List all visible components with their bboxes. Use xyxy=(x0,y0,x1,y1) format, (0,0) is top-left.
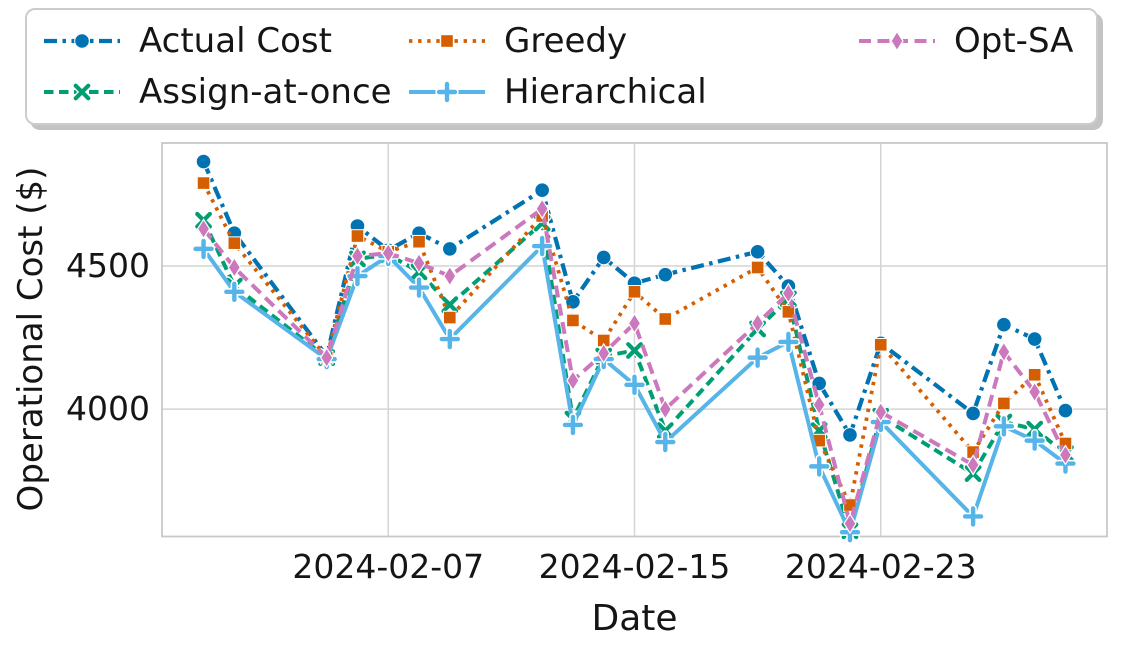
diamond-marker xyxy=(658,398,672,420)
square-marker xyxy=(658,312,673,326)
legend-item-hierarchical: Hierarchical xyxy=(406,72,856,112)
series-opt_sa xyxy=(196,198,1073,535)
diamond-marker xyxy=(443,265,457,287)
x-tick-label: 2024-02-15 xyxy=(538,547,731,586)
square-marker xyxy=(350,229,365,243)
legend-item-opt_sa: Opt-SA xyxy=(856,21,1082,61)
circle-marker xyxy=(74,33,90,50)
legend-sample-circle-icon xyxy=(44,33,120,50)
plus-marker xyxy=(436,81,458,102)
plus-marker xyxy=(655,431,676,453)
square-marker xyxy=(750,260,765,275)
plus-marker xyxy=(993,416,1015,437)
legend-sample-square-icon xyxy=(409,34,485,49)
plus-marker xyxy=(747,347,768,368)
legend-sample-plus-icon xyxy=(409,80,485,104)
diamond-marker xyxy=(627,312,642,334)
x-tick-label: 2024-02-23 xyxy=(784,547,977,586)
square-marker xyxy=(440,34,454,49)
diamond-marker xyxy=(319,347,334,369)
circle-marker xyxy=(595,249,612,266)
diamond-marker xyxy=(381,242,395,264)
x-tick-label: 2024-02-07 xyxy=(292,547,485,586)
plus-marker xyxy=(962,506,984,527)
square-marker xyxy=(627,285,642,299)
circle-marker xyxy=(965,405,981,422)
y-axis-title: Operational Cost ($) xyxy=(11,166,51,512)
plus-marker xyxy=(193,238,214,260)
plus-marker xyxy=(1024,430,1045,451)
square-marker xyxy=(443,310,457,325)
x-marker xyxy=(441,296,459,314)
x-marker xyxy=(73,83,91,101)
plus-marker xyxy=(531,235,553,257)
x-axis-title: Date xyxy=(591,598,678,639)
circle-marker xyxy=(842,427,858,443)
square-marker xyxy=(997,396,1011,411)
legend: Actual Cost Assign-at-once Greedy Hierarchi… xyxy=(25,8,1098,125)
plus-marker xyxy=(439,328,461,350)
legend-label: Assign-at-once xyxy=(139,71,392,112)
square-marker xyxy=(1027,368,1042,382)
square-marker xyxy=(227,236,242,250)
legend-item-assign_at_once: Assign-at-once xyxy=(41,72,406,112)
square-marker xyxy=(412,234,426,249)
plus-marker xyxy=(224,281,245,303)
legend-sample-diamond-icon xyxy=(859,30,935,52)
diamond-marker xyxy=(966,454,980,476)
plus-marker xyxy=(778,331,799,353)
y-tick-label: 4500 xyxy=(66,246,150,286)
legend-sample-x-icon xyxy=(44,81,120,102)
circle-marker xyxy=(534,182,550,199)
legend-label: Greedy xyxy=(504,21,628,62)
square-marker xyxy=(781,305,796,319)
square-marker xyxy=(566,313,580,328)
square-marker xyxy=(196,176,211,190)
diamond-marker xyxy=(812,394,826,416)
square-marker xyxy=(873,337,888,352)
legend-label: Actual Cost xyxy=(139,21,332,62)
diamond-marker xyxy=(535,198,549,220)
diamond-marker xyxy=(597,342,611,364)
circle-marker xyxy=(1026,331,1043,347)
plus-marker xyxy=(562,414,584,436)
plus-marker xyxy=(408,277,430,298)
diamond-marker xyxy=(566,369,580,392)
plus-marker xyxy=(808,456,830,477)
diamond-marker xyxy=(350,245,365,267)
x-marker xyxy=(626,342,643,359)
circle-marker xyxy=(657,266,674,283)
diamond-marker xyxy=(874,401,888,423)
diamond-marker xyxy=(196,218,211,240)
circle-marker xyxy=(195,153,212,170)
legend-label: Opt-SA xyxy=(954,21,1074,62)
diamond-marker xyxy=(890,30,904,52)
circle-marker xyxy=(996,316,1012,333)
legend-item-greedy: Greedy xyxy=(406,21,856,61)
series-line-actual_cost xyxy=(201,160,1068,440)
plus-marker xyxy=(624,374,645,396)
diamond-marker xyxy=(750,312,765,334)
diamond-marker xyxy=(781,282,796,304)
diamond-marker xyxy=(843,512,857,535)
legend-item-actual_cost: Actual Cost xyxy=(41,21,406,61)
diamond-marker xyxy=(1058,444,1073,466)
series-markers-opt_sa xyxy=(196,198,1073,535)
diamond-marker xyxy=(412,252,426,274)
circle-marker xyxy=(749,243,766,260)
diamond-marker xyxy=(227,256,242,279)
diamond-marker xyxy=(997,341,1011,363)
diamond-marker xyxy=(1027,381,1042,403)
circle-marker xyxy=(1057,402,1074,419)
y-tick-label: 4000 xyxy=(66,389,150,429)
legend-label: Hierarchical xyxy=(504,71,707,112)
plot-border xyxy=(161,142,1108,538)
circle-marker xyxy=(442,241,458,257)
